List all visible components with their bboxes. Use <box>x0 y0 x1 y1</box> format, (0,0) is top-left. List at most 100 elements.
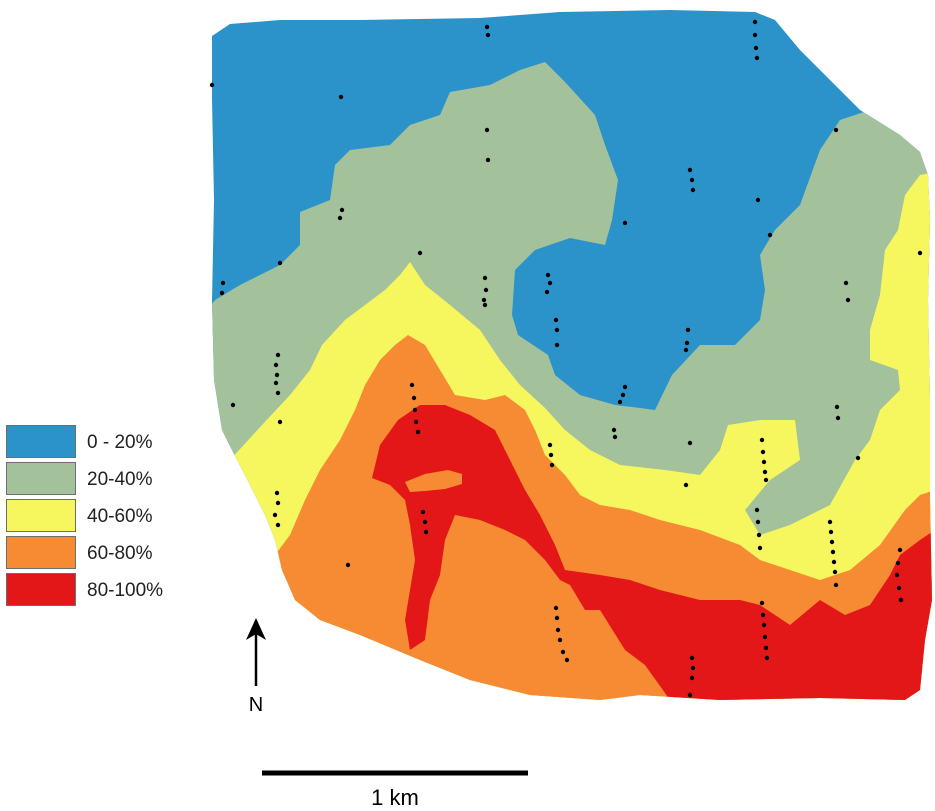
sample-point <box>547 442 553 448</box>
sample-point <box>483 287 489 293</box>
sample-point <box>339 207 345 213</box>
sample-point <box>553 605 559 611</box>
legend-label: 80-100% <box>87 580 164 601</box>
sample-point <box>548 452 554 458</box>
sample-point <box>275 390 281 396</box>
sample-point <box>687 167 693 173</box>
sample-point <box>833 127 839 133</box>
sample-point <box>620 392 626 398</box>
sample-point <box>757 545 763 551</box>
legend-label: 60-80% <box>87 543 153 564</box>
sample-point <box>763 645 769 651</box>
scale-label: 1 km <box>371 785 419 810</box>
legend-swatch <box>6 536 76 569</box>
sample-point <box>622 220 628 226</box>
sample-point <box>412 407 418 413</box>
sample-point <box>917 250 923 256</box>
sample-point <box>485 157 491 163</box>
sample-point <box>845 297 851 303</box>
sample-point <box>753 45 759 51</box>
sample-point <box>690 665 696 671</box>
sample-point <box>687 692 693 698</box>
sample-point <box>897 547 903 553</box>
sample-point <box>275 352 281 358</box>
sample-point <box>484 127 490 133</box>
sample-point <box>549 462 555 468</box>
sample-point <box>762 634 768 640</box>
sample-point <box>831 559 837 565</box>
sample-point <box>554 342 560 348</box>
sample-point <box>894 572 900 578</box>
sample-point <box>755 519 761 525</box>
sample-point <box>564 657 570 663</box>
legend-swatch <box>6 425 76 458</box>
sample-point <box>685 327 691 333</box>
sample-point <box>759 437 765 443</box>
sample-point <box>560 649 566 655</box>
north-arrow-icon <box>246 618 266 686</box>
sample-point <box>481 297 487 303</box>
sample-point <box>690 187 696 193</box>
legend-swatch <box>6 499 76 532</box>
sample-point <box>230 402 236 408</box>
sample-point <box>756 532 762 538</box>
sample-point <box>485 32 491 38</box>
sample-point <box>759 600 765 606</box>
sample-point <box>617 399 623 405</box>
sample-point <box>220 280 226 286</box>
north-arrow: N <box>244 618 268 718</box>
sample-point <box>420 509 426 515</box>
sample-point <box>761 622 767 628</box>
sample-point <box>761 459 767 465</box>
legend-label: 0 - 20% <box>87 432 153 453</box>
sample-point <box>828 529 834 535</box>
legend-swatch <box>6 462 76 495</box>
sample-point <box>277 419 283 425</box>
sample-point <box>832 569 838 575</box>
zone-80-100-west <box>372 405 932 700</box>
sample-point <box>683 347 689 353</box>
sample-point <box>219 290 225 296</box>
sample-point <box>612 434 618 440</box>
sample-point <box>833 582 839 588</box>
legend-label: 20-40% <box>87 469 153 490</box>
sample-point <box>767 232 773 238</box>
legend-label: 40-60% <box>87 506 153 527</box>
sample-point <box>684 340 690 346</box>
sample-point <box>683 482 689 488</box>
sample-point <box>830 549 836 555</box>
sample-point <box>545 272 551 278</box>
sample-point <box>760 612 766 618</box>
sample-point <box>553 317 559 323</box>
sample-point <box>273 362 279 368</box>
sample-point <box>417 250 423 256</box>
sample-point <box>482 275 488 281</box>
sample-point <box>547 280 553 286</box>
sample-point <box>689 675 695 681</box>
sample-point <box>337 215 343 221</box>
sample-point <box>689 655 695 661</box>
sample-point <box>422 519 428 525</box>
sample-point <box>277 260 283 266</box>
legend-swatch <box>6 573 76 606</box>
sample-point <box>752 32 758 38</box>
sample-point <box>274 490 280 496</box>
sample-point <box>484 24 490 30</box>
sample-point <box>896 585 902 591</box>
sample-point <box>554 327 560 333</box>
sample-point <box>554 615 560 621</box>
sample-point <box>762 469 768 475</box>
sample-point <box>413 419 419 425</box>
sample-point <box>411 395 417 401</box>
sample-point <box>829 539 835 545</box>
sample-point <box>855 455 861 461</box>
sample-point <box>338 94 344 100</box>
sample-point <box>555 627 561 633</box>
sample-point <box>834 404 840 410</box>
sample-point <box>274 372 280 378</box>
sample-point <box>843 280 849 286</box>
sample-point <box>273 380 279 386</box>
sample-point <box>557 637 563 643</box>
sample-point <box>544 289 550 295</box>
